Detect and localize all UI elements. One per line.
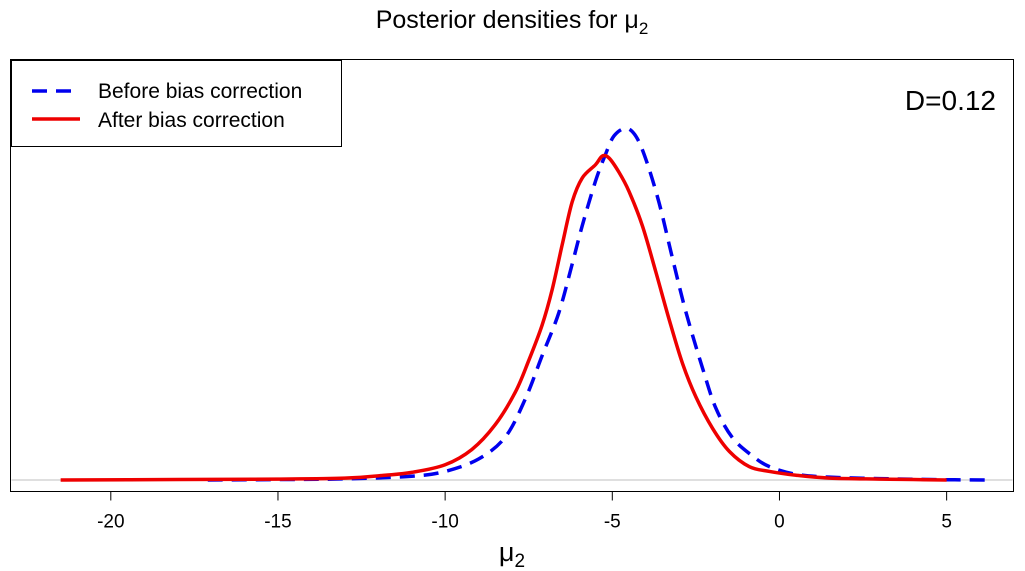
legend-label-after: After bias correction — [98, 109, 285, 132]
x-axis-label: μ2 — [499, 537, 525, 571]
x-tick-label: -10 — [431, 512, 458, 533]
legend: Before bias correction After bias correc… — [11, 60, 342, 147]
chart-title-symbol: μ — [624, 6, 638, 34]
x-tick-label: 0 — [774, 512, 785, 533]
series-line-after-bias-correction — [60, 153, 947, 482]
legend-label-before: Before bias correction — [98, 80, 302, 103]
chart-title-subscript: 2 — [639, 19, 648, 38]
x-axis-label-symbol: μ — [499, 537, 515, 567]
chart-title-prefix: Posterior densities for — [376, 6, 625, 34]
density-series — [60, 126, 991, 482]
plot-frame — [10, 59, 1014, 492]
x-axis-label-subscript: 2 — [514, 551, 525, 571]
annotation-d-statistic: D=0.12 — [905, 85, 996, 116]
x-tick-label: -15 — [264, 512, 291, 533]
chart-title: Posterior densities for μ2 — [376, 6, 649, 38]
series-line-before-bias-correction — [207, 126, 991, 482]
x-tick-label: -5 — [604, 512, 621, 533]
x-tick-label: 5 — [941, 512, 952, 533]
legend-box — [11, 60, 342, 147]
x-tick-label: -20 — [97, 512, 124, 533]
x-axis-ticks: -20 -15 -10 -5 0 5 — [97, 491, 952, 533]
